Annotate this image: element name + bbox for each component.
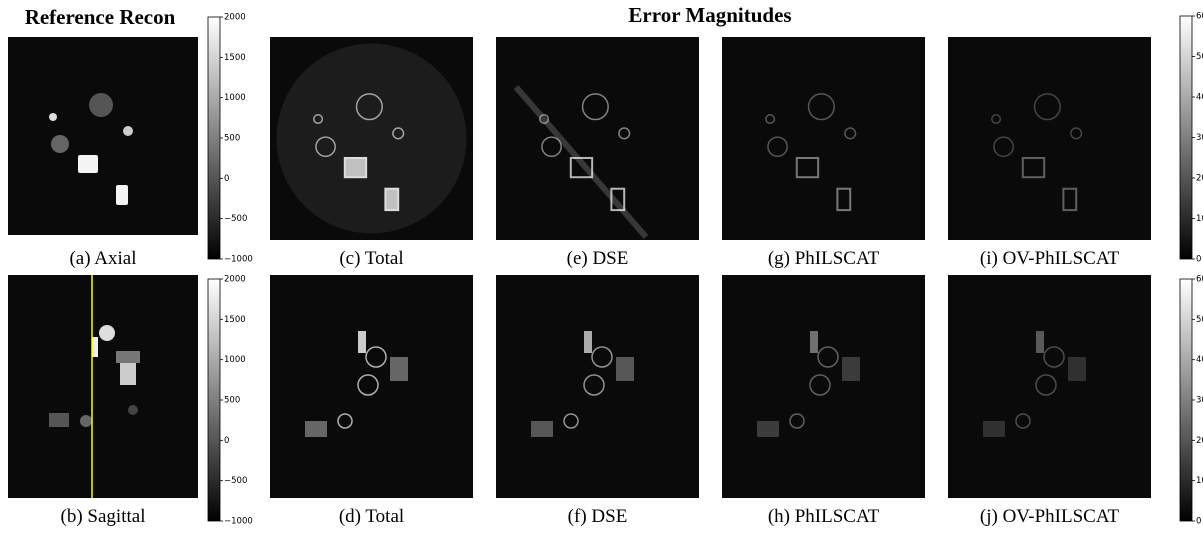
error-outline [531,421,553,437]
phantom-insert [116,351,140,363]
colorbar-tick-label: 100 [1196,476,1203,486]
phantom-insert [116,185,128,205]
colorbar-tick-label: 0 [224,174,229,184]
colorbar-tick-label: −1000 [224,255,253,265]
colorbar [1180,16,1192,259]
colorbar-tick-label: 400 [1196,93,1203,103]
colorbar-tick-label: −500 [224,476,247,486]
error-outline [305,421,327,437]
phantom-insert [123,126,133,136]
panels: (a) Axial (c) Total (e) DSE (g) PhILSCAT (i)… [8,12,1203,528]
error-outline [616,357,634,381]
caption: (d) Total [339,506,404,527]
header-errors: Error Magnitudes [628,3,791,27]
error-outline [390,357,408,381]
caption: (j) OV-PhILSCAT [980,506,1120,527]
caption: (h) PhILSCAT [768,506,880,527]
colorbar-tick-label: 1000 [224,355,246,365]
caption: (c) Total [339,248,403,269]
error-outline [345,158,366,177]
colorbar-tick-label: 400 [1196,355,1203,365]
phantom-insert [92,337,98,357]
phantom-insert [99,325,115,341]
phantom-insert [89,93,113,117]
error-outline [358,331,366,353]
colorbar-tick-label: 300 [1196,396,1203,406]
colorbar-tick-label: 2000 [224,275,246,285]
phantom-insert [51,135,69,153]
image-panel [722,275,925,498]
colorbar [1180,279,1192,521]
colorbar [208,279,220,521]
colorbar-tick-label: −1000 [224,517,253,527]
phantom-insert [128,405,138,415]
caption: (a) Axial [69,248,136,269]
image-panel [8,37,198,235]
colorbar-tick-label: 300 [1196,133,1203,143]
image-panel [8,275,198,498]
phantom-insert [120,363,136,385]
image-panel [496,37,699,240]
error-outline [385,189,398,210]
error-outline [1068,357,1086,381]
error-outline [983,421,1005,437]
caption: (b) Sagittal [61,506,146,527]
header-reference: Reference Recon [25,5,176,29]
image-panel [270,275,473,498]
colorbar-tick-label: 600 [1196,12,1203,22]
colorbar-tick-label: 500 [224,396,240,406]
image-panel [722,37,925,240]
image-panel [948,37,1151,240]
colorbar-tick-label: 0 [1196,255,1201,265]
colorbar-tick-label: 1500 [224,315,246,325]
colorbar-tick-label: −500 [224,214,247,224]
colorbar-tick-label: 0 [1196,517,1201,527]
image-panel [948,275,1151,498]
colorbar-tick-label: 1000 [224,93,246,103]
colorbar-tick-label: 2000 [224,13,246,23]
error-outline [1036,331,1044,353]
colorbar-tick-label: 100 [1196,214,1203,224]
error-outline [842,357,860,381]
colorbar-tick-label: 0 [224,436,229,446]
error-outline [757,421,779,437]
colorbar-tick-label: 600 [1196,275,1203,285]
error-outline [810,331,818,353]
colorbar-tick-label: 200 [1196,174,1203,184]
colorbar-tick-label: 200 [1196,436,1203,446]
colorbar-tick-label: 500 [1196,52,1203,62]
colorbar [208,17,220,259]
phantom-insert [80,415,92,427]
colorbar-tick-label: 500 [224,134,240,144]
caption: (g) PhILSCAT [768,248,880,269]
phantom-insert [49,113,57,121]
colorbar-tick-label: 500 [1196,315,1203,325]
phantom-insert [78,155,98,173]
error-outline [584,331,592,353]
caption: (e) DSE [567,248,629,269]
colorbar-tick-label: 1500 [224,53,246,63]
caption: (f) DSE [568,506,628,527]
phantom-insert [49,413,69,427]
image-panel [496,275,699,498]
artifact-disc [277,44,467,234]
figure: Reference Recon Error Magnitudes (a) Axi… [0,0,1203,535]
caption: (i) OV-PhILSCAT [980,248,1120,269]
